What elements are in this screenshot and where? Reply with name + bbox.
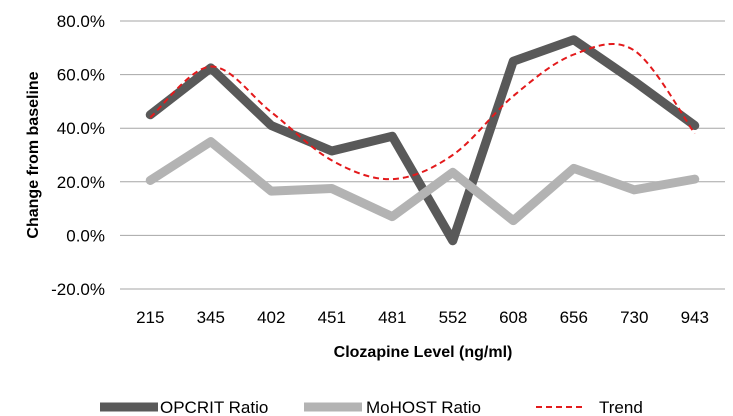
- trend-line: [149, 42, 696, 181]
- mohost-ratio-line: [145, 137, 700, 226]
- x-tick-label: 345: [197, 308, 225, 327]
- x-axis-title: Clozapine Level (ng/ml): [334, 344, 513, 361]
- y-axis-ticks: 80.0% 60.0% 40.0% 20.0% 0.0% -20.0%: [51, 12, 105, 299]
- x-axis-ticks: 215 345 402 451 481 552 608 656 730 943: [136, 308, 709, 327]
- x-tick-label: 215: [136, 308, 164, 327]
- legend-label-trend: Trend: [599, 398, 643, 416]
- y-tick-label: 0.0%: [66, 226, 105, 245]
- y-axis-title: Change from baseline: [25, 71, 42, 238]
- x-tick-label: 451: [318, 308, 346, 327]
- x-tick-label: 402: [257, 308, 285, 327]
- x-tick-label: 730: [620, 308, 648, 327]
- x-tick-label: 656: [560, 308, 588, 327]
- x-tick-label: 943: [681, 308, 709, 327]
- gridlines: [120, 20, 725, 290]
- y-tick-label: 40.0%: [57, 119, 105, 138]
- x-tick-label: 552: [439, 308, 467, 327]
- series-lines: [145, 35, 700, 246]
- opcrit-ratio-line: [145, 35, 700, 246]
- y-tick-label: 20.0%: [57, 173, 105, 192]
- legend: OPCRIT Ratio MoHOST Ratio Trend: [100, 398, 643, 416]
- y-tick-label: -20.0%: [51, 280, 105, 299]
- legend-label-mohost-ratio: MoHOST Ratio: [366, 398, 481, 416]
- x-tick-label: 608: [499, 308, 527, 327]
- legend-label-opcrit-ratio: OPCRIT Ratio: [160, 398, 268, 416]
- y-tick-label: 60.0%: [57, 66, 105, 85]
- y-tick-label: 80.0%: [57, 12, 105, 31]
- x-tick-label: 481: [378, 308, 406, 327]
